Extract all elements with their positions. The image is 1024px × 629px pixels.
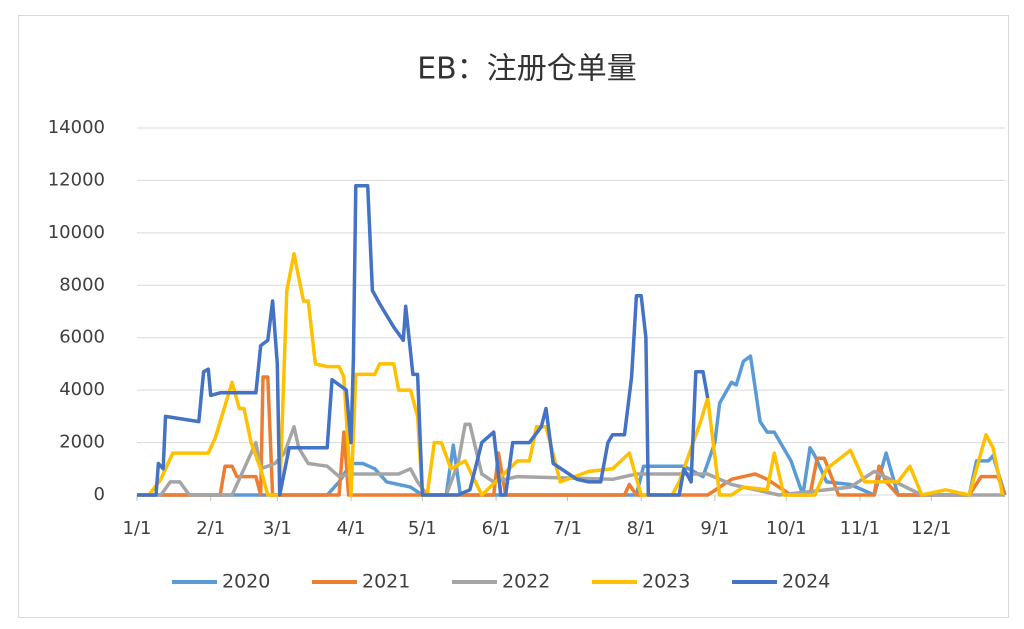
series-line [137,183,710,497]
y-tick-label: 0 [94,484,105,505]
x-tick-label: 10/1 [766,518,806,539]
legend-label: 2024 [782,571,830,593]
x-tick-label: 12/1 [911,518,951,539]
y-tick-label: 8000 [59,274,105,295]
legend-label: 2022 [502,571,550,593]
legend-label: 2023 [642,571,690,593]
x-tick-label: 9/1 [700,518,729,539]
series-line [137,375,1007,497]
x-tick-label: 4/1 [337,518,366,539]
legend-label: 2020 [222,571,270,593]
y-tick-label: 10000 [48,222,105,243]
legend-label: 2021 [362,571,410,593]
y-tick-label: 6000 [59,327,105,348]
chart-frame [18,15,1009,618]
x-tick-label: 3/1 [263,518,292,539]
x-tick-label: 1/1 [123,518,152,539]
x-tick-label: 2/1 [196,518,225,539]
series-line [137,354,1007,497]
x-tick-label: 6/1 [482,518,511,539]
y-tick-label: 12000 [48,169,105,190]
y-tick-label: 4000 [59,379,105,400]
x-tick-label: 7/1 [553,518,582,539]
x-tick-label: 11/1 [840,518,880,539]
chart-title: EB：注册仓单量 [417,52,637,87]
series-line [137,422,1005,497]
y-tick-label: 14000 [48,117,105,138]
y-tick-label: 2000 [59,432,105,453]
x-tick-label: 5/1 [408,518,437,539]
x-tick-label: 8/1 [627,518,656,539]
series-line [137,252,1005,497]
